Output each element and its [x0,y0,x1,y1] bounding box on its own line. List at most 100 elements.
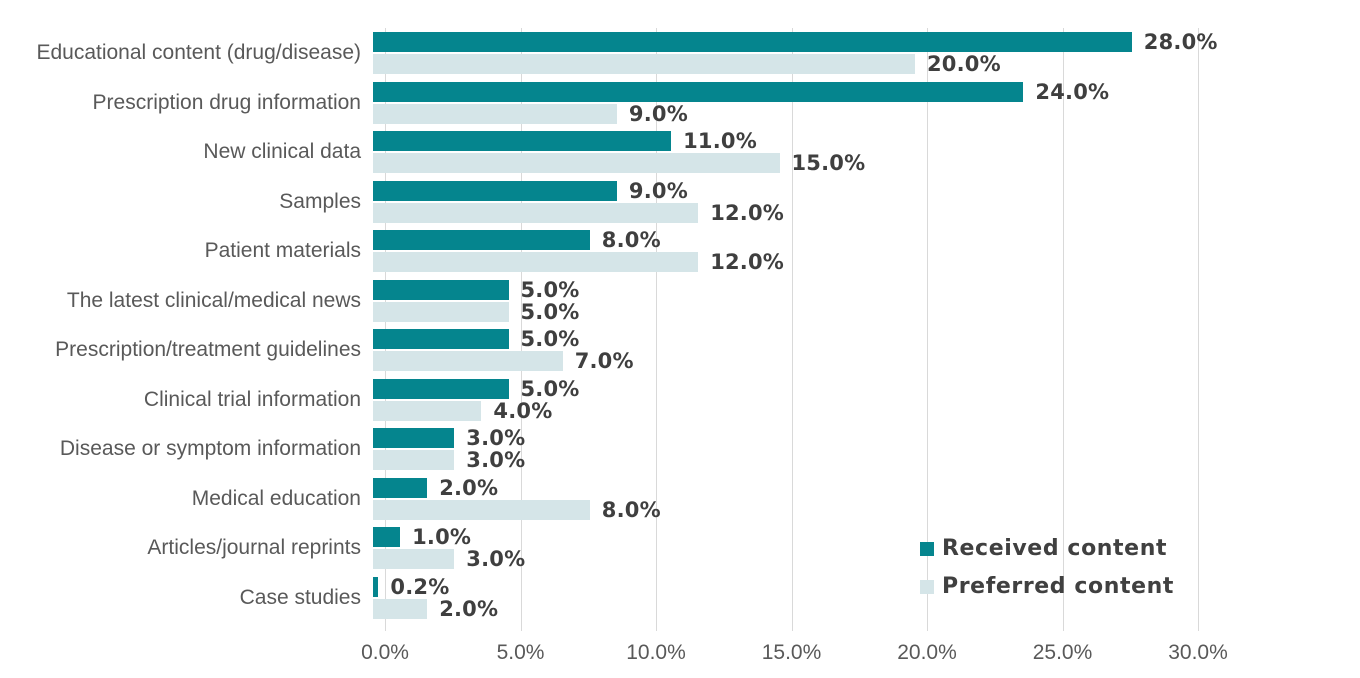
value-label: 3.0% [466,426,526,450]
category-label: Clinical trial information [143,387,361,411]
preferred-content-bar: 12.0% [373,201,784,225]
received-content-bar: 9.0% [373,179,688,203]
legend-label-received: Received content [942,536,1168,561]
bar-group: 24.0% 9.0% [373,78,1360,128]
chart-row: Educational content (drug/disease) 28.0% 2… [0,28,1360,78]
preferred-content-bar: 3.0% [373,547,525,571]
x-axis-tick-label: 10.0% [626,641,686,664]
value-label: 5.0% [520,299,580,324]
value-label: 4.0% [493,398,553,423]
gridline [656,28,657,622]
preferred-content-bar: 5.0% [373,300,579,324]
gridline [927,28,928,622]
bar-group: 8.0% 12.0% [373,226,1360,276]
category-label: Disease or symptom information [59,437,361,461]
chart-row: Prescription/treatment guidelines 5.0% 7.0… [0,325,1360,375]
chart-rows: Educational content (drug/disease) 28.0% 2… [0,28,1360,622]
received-content-bar: 5.0% [373,327,579,351]
chart-row: Case studies 0.2% 2.0% [0,573,1360,623]
bar-group: 9.0% 12.0% [373,177,1360,227]
chart-row: Disease or symptom information 3.0% 3.0% [0,424,1360,474]
received-content-bar: 3.0% [373,426,525,450]
preferred-content-bar: 9.0% [373,102,688,126]
received-content-bar: 1.0% [373,525,471,549]
value-label: 5.0% [520,376,580,401]
preferred-content-bar: 12.0% [373,250,784,274]
axis-tick [385,622,386,631]
gridline [791,28,793,622]
received-content-bar: 11.0% [373,129,757,153]
category-label: Patient materials [204,239,361,263]
chart-row: Clinical trial information 5.0% 4.0% [0,375,1360,425]
bar-group: 1.0% 3.0% [373,523,1360,573]
axis-tick [520,622,522,631]
preferred-content-bar: 8.0% [373,498,661,522]
value-label: 3.0% [466,547,526,571]
category-label: Prescription drug information [92,90,361,114]
preferred-content-bar: 20.0% [373,52,1001,76]
bar-group: 3.0% 3.0% [373,424,1360,474]
value-label: 2.0% [439,475,499,500]
x-axis-tick-label: 15.0% [761,641,822,664]
gridline [1062,28,1064,622]
bar-group: 28.0% 20.0% [373,28,1360,78]
received-content-bar: 5.0% [373,377,579,401]
gridline-layer [385,28,1355,631]
gridline [520,28,522,622]
bar-group: 0.2% 2.0% [373,573,1360,623]
value-label: 0.2% [390,574,450,599]
chart-legend: Received content Preferred content [920,536,1174,612]
x-axis-tick-label: 5.0% [496,641,545,664]
x-axis: 0.0% 5.0% 10.0% 15.0% 20.0% 25.0% 30.0% [0,641,1360,671]
category-label: Articles/journal reprints [147,536,361,560]
legend-item-preferred: Preferred content [920,574,1174,599]
value-label: 15.0% [791,151,866,175]
received-content-bar: 8.0% [373,228,661,252]
value-label: 5.0% [520,327,580,351]
category-label: Samples [279,189,361,213]
value-label: 8.0% [601,497,661,522]
preferred-content-bar: 4.0% [373,399,552,423]
bar-group: 5.0% 4.0% [373,375,1360,425]
chart-row: Prescription drug information 24.0% 9.0% [0,78,1360,128]
preferred-content-bar: 7.0% [373,349,634,373]
chart-row: The latest clinical/medical news 5.0% 5.0% [0,276,1360,326]
received-content-swatch-icon [920,541,934,556]
preferred-content-bar: 3.0% [373,448,525,472]
value-label: 24.0% [1035,79,1110,104]
chart-row: New clinical data 11.0% 15.0% [0,127,1360,177]
bar-group: 11.0% 15.0% [373,127,1360,177]
received-content-bar: 5.0% [373,278,579,302]
value-label: 28.0% [1143,30,1218,54]
category-label: Educational content (drug/disease) [36,41,361,65]
category-label: Case studies [239,585,361,609]
gridline [1198,28,1199,622]
gridline [385,28,386,622]
legend-item-received: Received content [920,536,1174,561]
category-label: Prescription/treatment guidelines [55,338,361,362]
value-label: 12.0% [710,250,785,274]
category-label: The latest clinical/medical news [66,288,361,312]
preferred-content-bar: 2.0% [373,597,498,621]
axis-tick [1062,622,1064,631]
axis-tick [927,622,928,631]
x-axis-tick-label: 0.0% [361,641,409,664]
x-axis-tick-label: 20.0% [897,641,957,664]
value-label: 12.0% [710,200,785,225]
value-label: 11.0% [683,129,757,153]
legend-label-preferred: Preferred content [942,574,1175,599]
received-content-bar: 0.2% [373,575,449,599]
bar-group: 5.0% 7.0% [373,325,1360,375]
preferred-content-bar: 15.0% [373,151,865,175]
x-axis-tick-label: 25.0% [1032,641,1093,664]
value-label: 2.0% [439,596,499,621]
value-label: 7.0% [574,349,634,373]
axis-tick [656,622,657,631]
value-label: 5.0% [520,277,580,302]
chart-row: Medical education 2.0% 8.0% [0,474,1360,524]
received-content-bar: 28.0% [373,30,1217,54]
value-label: 9.0% [628,178,688,203]
category-label: New clinical data [203,140,361,164]
category-label: Medical education [191,486,361,510]
